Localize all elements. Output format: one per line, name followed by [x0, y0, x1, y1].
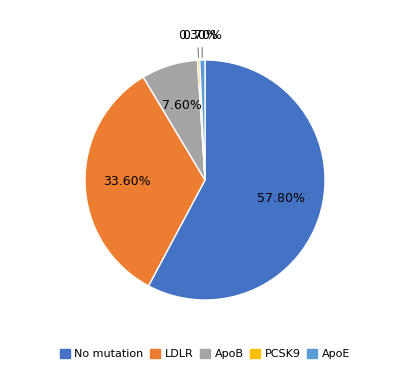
Text: 0.30%: 0.30%: [178, 29, 218, 57]
Legend: No mutation, LDLR, ApoB, PCSK9, ApoE: No mutation, LDLR, ApoB, PCSK9, ApoE: [56, 344, 354, 363]
Wedge shape: [85, 77, 205, 286]
Text: 7.60%: 7.60%: [162, 99, 202, 112]
Text: 33.60%: 33.60%: [103, 176, 151, 189]
Text: 0.70%: 0.70%: [182, 29, 222, 57]
Text: 57.80%: 57.80%: [257, 192, 305, 206]
Wedge shape: [198, 60, 205, 180]
Wedge shape: [143, 60, 205, 180]
Wedge shape: [148, 60, 325, 300]
Wedge shape: [200, 60, 205, 180]
